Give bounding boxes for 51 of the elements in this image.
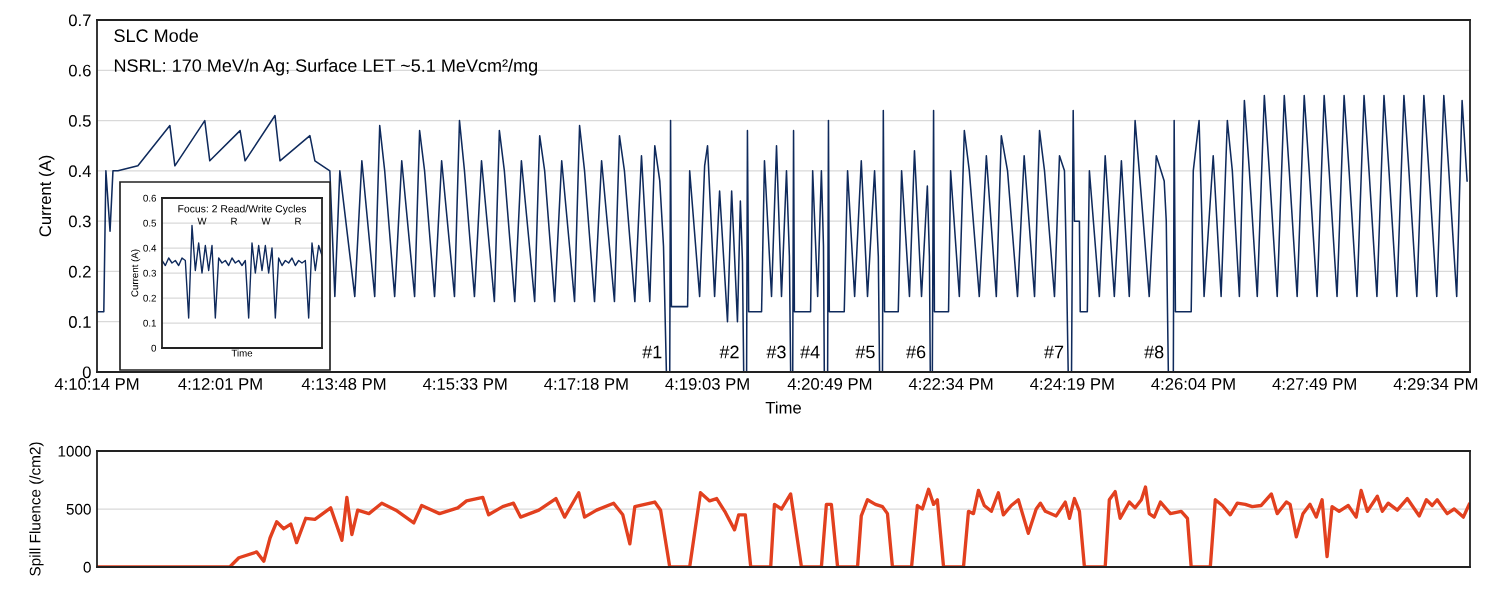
y-tick-label: 500: [66, 503, 91, 515]
text: NSRL: 170 MeV/n Ag; Surface LET ~5.1 MeVcm²/mg: [114, 58, 537, 76]
annotation: #4: [800, 345, 820, 359]
annotation: W: [197, 217, 207, 225]
text: Focus: 2 Read/Write Cycles: [178, 204, 307, 215]
x-tick-label: 4:10:14 PM: [54, 378, 139, 390]
line-series: [162, 224, 322, 319]
x-tick-label: 4:29:34 PM: [1393, 378, 1478, 390]
y-axis-title: Current (A): [38, 155, 55, 237]
annotation: #8: [1144, 345, 1164, 359]
x-tick-label: 4:24:19 PM: [1030, 378, 1114, 390]
x-tick-label: 4:15:33 PM: [422, 378, 507, 390]
x-tick-label: 4:27:49 PM: [1272, 378, 1356, 390]
y-tick-label: 0.2: [143, 294, 156, 302]
x-axis-title: Time: [765, 401, 801, 414]
annotation: #6: [906, 345, 926, 359]
y-tick-label: 1000: [58, 445, 91, 457]
y-tick-label: 0: [151, 344, 157, 352]
y-tick-label: 0.3: [143, 269, 157, 277]
y-tick-label: 0.5: [68, 114, 91, 127]
y-tick-label: 0.3: [68, 215, 91, 228]
y-tick-label: 0.7: [68, 14, 91, 27]
x-tick-label: 4:17:18 PM: [544, 378, 628, 390]
annotation: #1: [642, 345, 662, 359]
y-tick-label: 0.6: [143, 194, 157, 202]
x-axis-title: Time: [231, 349, 253, 357]
y-tick-label: 0.6: [68, 64, 91, 77]
y-tick-label: 0.1: [68, 316, 91, 328]
annotation: W: [261, 217, 271, 225]
annotation: #3: [766, 345, 786, 359]
annotation: R: [231, 217, 238, 225]
y-tick-label: 0: [83, 561, 91, 573]
annotation: #5: [855, 345, 875, 359]
x-tick-label: 4:19:03 PM: [665, 378, 749, 390]
y-tick-label: 0.5: [143, 219, 157, 227]
y-tick-label: 0.1: [143, 319, 156, 327]
y-tick-label: 0.4: [68, 165, 91, 178]
y-tick-label: 0.4: [143, 244, 157, 252]
x-tick-label: 4:22:34 PM: [908, 378, 993, 390]
x-tick-label: 4:20:49 PM: [787, 378, 872, 390]
x-tick-label: 4:12:01 PM: [178, 378, 262, 390]
x-tick-label: 4:13:48 PM: [301, 378, 386, 390]
y-tick-label: 0.2: [68, 265, 91, 278]
annotation: R: [295, 217, 302, 225]
y-axis-title: Current (A): [131, 249, 141, 297]
chart-title: SLC Mode: [114, 28, 198, 43]
annotation: #2: [719, 345, 739, 359]
y-tick-label: 0: [82, 366, 91, 379]
x-tick-label: 4:26:04 PM: [1151, 378, 1235, 390]
annotation: #7: [1044, 345, 1064, 359]
y-axis-title: Spill Fluence (/cm2): [29, 442, 44, 576]
